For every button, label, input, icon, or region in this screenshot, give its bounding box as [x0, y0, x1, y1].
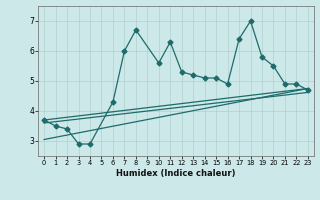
- X-axis label: Humidex (Indice chaleur): Humidex (Indice chaleur): [116, 169, 236, 178]
